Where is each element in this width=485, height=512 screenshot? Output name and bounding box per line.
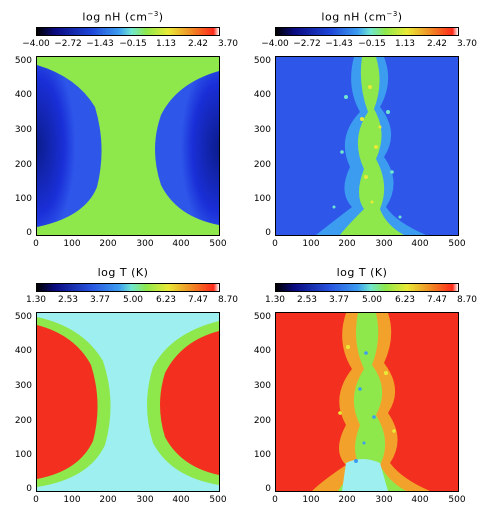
colorbar-tick: 6.23 [155,295,177,305]
colorbar-tick: 1.13 [155,39,177,49]
x-tick: 500 [448,239,466,249]
y-tick: 500 [14,312,32,322]
y-tick: 300 [14,125,32,135]
y-tick: 300 [253,381,271,391]
colorbar-tick: −1.43 [325,39,353,49]
colorbar-tick: −1.43 [86,39,114,49]
y-tick: 200 [253,416,271,426]
colorbar-tick: 1.13 [394,39,416,49]
y-tick: 500 [253,312,271,322]
x-tick: 0 [272,495,278,505]
panel-temperature-evolved: log T (K) 1.30 2.53 3.77 5.00 6.23 7.47 … [247,256,477,512]
x-tick: 200 [99,239,117,249]
colorbar-title: log nH (cm−3) [82,10,164,24]
colorbar-tick: 3.70 [456,39,478,49]
colorbar-tick: 2.42 [426,39,448,49]
colorbar-tick: 2.42 [187,39,209,49]
y-tick: 400 [14,90,32,100]
y-tick: 400 [253,346,271,356]
x-tick: 0 [33,495,39,505]
colorbar-ticks: −4.00 −2.72 −1.43 −0.15 1.13 2.42 3.70 [14,39,238,51]
y-tick: 100 [253,450,271,460]
y-tick: 400 [253,90,271,100]
colorbar-title: log T (K) [97,266,149,279]
panel-density-initial: log nH (cm−3) −4.00 −2.72 −1.43 −0.15 1.… [8,0,238,256]
map-image [36,56,220,236]
colorbar [275,283,459,292]
x-tick: 500 [209,239,227,249]
colorbar-title: log T (K) [336,266,388,279]
x-tick: 300 [375,239,393,249]
colorbar-tick: −2.72 [293,39,321,49]
colorbar [275,27,459,36]
colorbar-tick: 5.00 [122,295,144,305]
y-tick: 200 [253,160,271,170]
y-tick: 100 [14,194,32,204]
colorbar-tick: −4.00 [261,39,289,49]
y-tick: 300 [253,125,271,135]
y-tick: 400 [14,346,32,356]
colorbar-tick: −0.15 [119,39,147,49]
colorbar-tick: −4.00 [22,39,50,49]
colorbar [36,283,220,292]
panel-temperature-initial: log T (K) 1.30 2.53 3.77 5.00 6.23 7.47 … [8,256,238,512]
y-tick: 0 [265,228,271,238]
colorbar-tick: 3.77 [89,295,111,305]
x-tick: 0 [33,239,39,249]
colorbar-tick: −0.15 [358,39,386,49]
colorbar-tick: 8.70 [456,295,478,305]
colorbar-tick: 1.30 [264,295,286,305]
x-tick: 300 [375,495,393,505]
y-tick: 500 [14,56,32,66]
colorbar-tick: 7.47 [187,295,209,305]
x-tick: 400 [411,495,429,505]
colorbar-tick: 8.70 [217,295,239,305]
colorbar-ticks: 1.30 2.53 3.77 5.00 6.23 7.47 8.70 [14,295,238,307]
colorbar-tick: 7.47 [426,295,448,305]
panel-density-evolved: log nH (cm−3) −4.00 −2.72 −1.43 −0.15 1.… [247,0,477,256]
colorbar-tick: −2.72 [54,39,82,49]
colorbar-ticks: 1.30 2.53 3.77 5.00 6.23 7.47 8.70 [253,295,477,307]
x-tick: 100 [63,239,81,249]
y-tick: 100 [14,450,32,460]
colorbar-tick: 6.23 [394,295,416,305]
colorbar-tick: 2.53 [57,295,79,305]
x-tick: 400 [411,239,429,249]
colorbar-tick: 3.70 [217,39,239,49]
x-tick: 500 [209,495,227,505]
y-tick: 500 [253,56,271,66]
x-tick: 200 [338,239,356,249]
y-tick: 300 [14,381,32,391]
x-tick: 200 [338,495,356,505]
y-tick: 0 [265,484,271,494]
map-image [275,312,459,492]
colorbar-tick: 2.53 [296,295,318,305]
colorbar-tick: 5.00 [361,295,383,305]
x-tick: 200 [99,495,117,505]
x-tick: 400 [172,239,190,249]
y-tick: 0 [26,484,32,494]
x-tick: 100 [302,495,320,505]
colorbar [36,27,220,36]
colorbar-ticks: −4.00 −2.72 −1.43 −0.15 1.13 2.42 3.70 [253,39,477,51]
y-tick: 100 [253,194,271,204]
map-image [275,56,459,236]
colorbar-tick: 1.30 [25,295,47,305]
y-tick: 200 [14,416,32,426]
x-tick: 500 [448,495,466,505]
colorbar-tick: 3.77 [328,295,350,305]
colorbar-title: log nH (cm−3) [321,10,403,24]
y-tick: 0 [26,228,32,238]
map-image [36,312,220,492]
x-tick: 0 [272,239,278,249]
x-tick: 300 [136,239,154,249]
x-tick: 400 [172,495,190,505]
x-tick: 300 [136,495,154,505]
y-tick: 200 [14,160,32,170]
x-tick: 100 [63,495,81,505]
x-tick: 100 [302,239,320,249]
